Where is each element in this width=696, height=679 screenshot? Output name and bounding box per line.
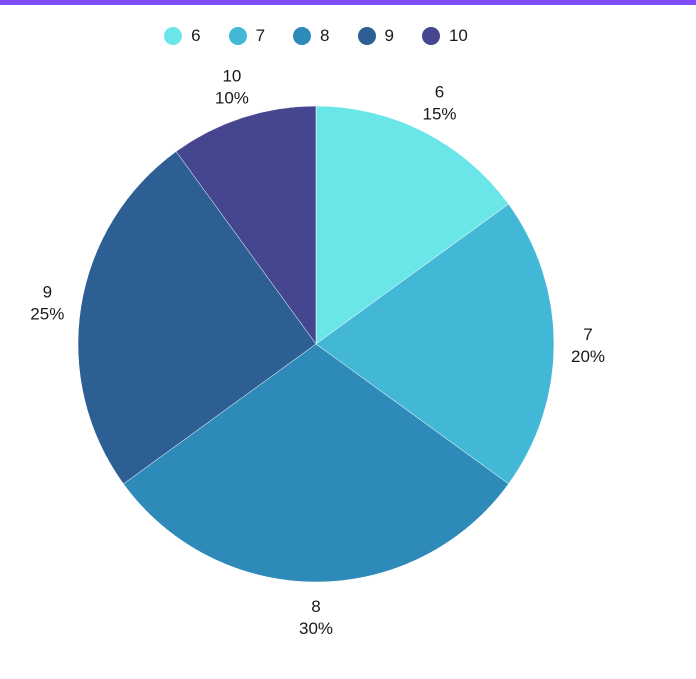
- pie-slice-8[interactable]: [123, 343, 509, 583]
- legend-swatch-8: [293, 27, 312, 45]
- slice-percent-10: 10%: [215, 88, 249, 107]
- slice-category-10: 10: [222, 66, 241, 85]
- pie-slice-10[interactable]: [175, 105, 317, 345]
- legend-item-7[interactable]: 7: [228, 24, 266, 48]
- slice-category-9: 9: [43, 282, 52, 301]
- slice-percent-8: 30%: [299, 619, 333, 638]
- pie-slice-7[interactable]: [315, 203, 555, 485]
- slice-percent-9: 25%: [30, 304, 64, 323]
- pie-slices: [77, 105, 555, 583]
- slice-label-10: 10 10%: [215, 66, 249, 107]
- legend-swatch-9: [357, 27, 376, 45]
- slice-label-7: 7 20%: [571, 325, 605, 366]
- legend-label-10: 10: [448, 26, 468, 45]
- slice-percent-7: 20%: [571, 347, 605, 366]
- chart-legend: 6 7 8 9 10: [0, 24, 632, 48]
- slice-category-7: 7: [583, 325, 592, 344]
- slice-label-8: 8 30%: [299, 597, 333, 638]
- legend-swatch-10: [421, 27, 440, 45]
- slice-category-8: 8: [311, 597, 320, 616]
- slice-label-9: 9 25%: [30, 282, 64, 323]
- legend-label-9: 9: [384, 26, 394, 45]
- legend-item-9[interactable]: 9: [357, 24, 394, 48]
- legend-swatch-6: [164, 27, 183, 45]
- pie-slice-6[interactable]: [315, 105, 509, 345]
- legend-item-8[interactable]: 8: [293, 24, 330, 48]
- legend-item-6[interactable]: 6: [164, 24, 201, 48]
- legend-label-7: 7: [255, 26, 266, 45]
- legend-swatch-7: [228, 27, 247, 45]
- legend-label-8: 8: [320, 26, 330, 45]
- legend-label-6: 6: [191, 26, 201, 45]
- slice-label-6: 6 15%: [422, 83, 456, 124]
- slice-labels: 6 15%7 20%8 30%9 25%10 10%: [30, 66, 605, 638]
- top-accent-bar: [0, 0, 696, 5]
- legend-item-10[interactable]: 10: [421, 24, 468, 48]
- pie-slice-9[interactable]: [77, 151, 317, 485]
- slice-category-6: 6: [435, 83, 444, 102]
- slice-percent-6: 15%: [422, 105, 456, 124]
